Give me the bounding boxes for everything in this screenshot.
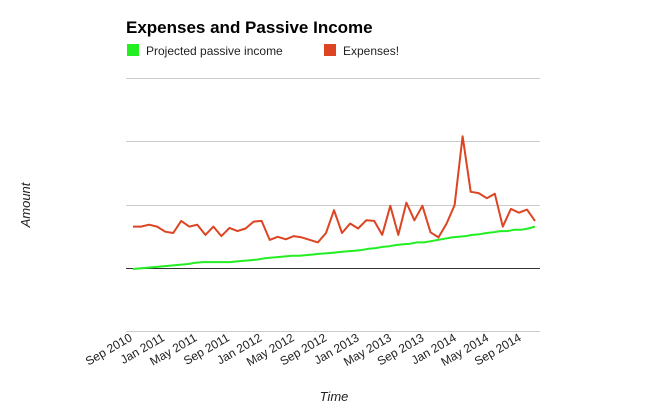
legend-swatch-expenses <box>324 44 336 56</box>
series-line-expenses[interactable] <box>133 135 536 244</box>
legend-label-passive-income: Projected passive income <box>146 44 283 58</box>
x-axis-title: Time <box>320 389 349 404</box>
legend: Projected passive income Expenses! <box>127 44 399 58</box>
gridlines <box>126 78 540 332</box>
legend-item-expenses[interactable]: Expenses! <box>324 44 399 58</box>
legend-label-expenses: Expenses! <box>343 44 399 58</box>
y-axis-title: Amount <box>18 181 33 228</box>
legend-swatch-passive-income <box>127 44 139 56</box>
series-lines <box>132 135 536 270</box>
series-line-passive-income[interactable] <box>132 225 536 270</box>
chart-title: Expenses and Passive Income <box>126 18 373 37</box>
legend-item-passive-income[interactable]: Projected passive income <box>127 44 283 58</box>
